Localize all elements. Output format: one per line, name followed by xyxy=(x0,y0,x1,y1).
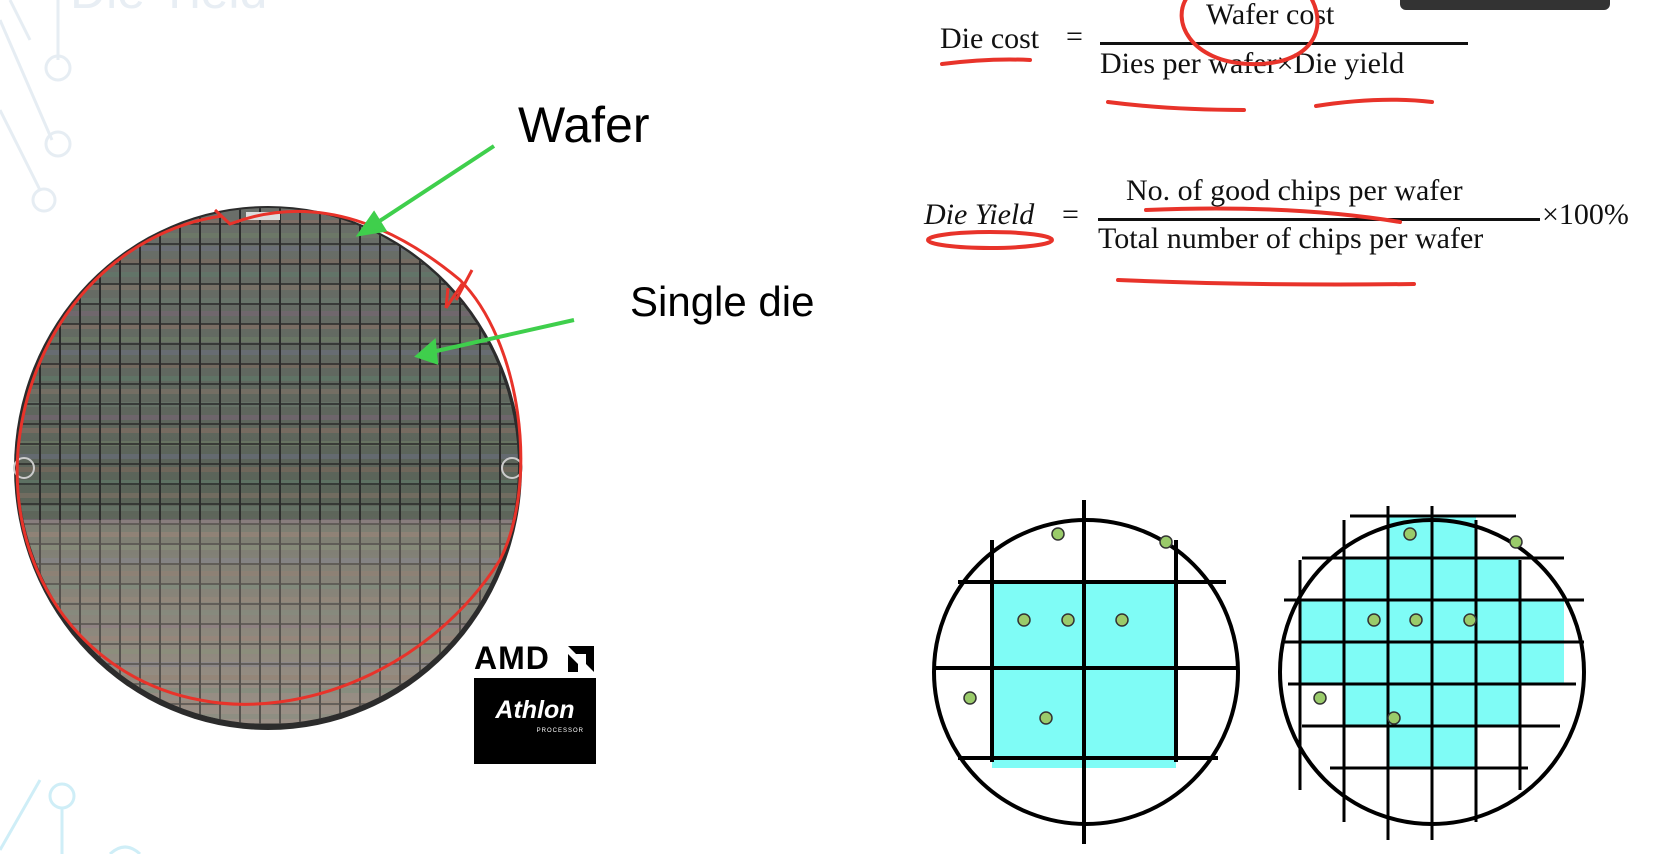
defect-dot xyxy=(1159,535,1173,549)
defect-dot xyxy=(1509,535,1523,549)
wafer-diagrams xyxy=(932,500,1586,844)
die-yield-equals: = xyxy=(1062,198,1079,231)
red-annotation-circle xyxy=(15,208,523,706)
good-die-cell xyxy=(1476,684,1520,726)
athlon-text: Athlon xyxy=(495,696,575,724)
die-yield-numerator: No. of good chips per wafer xyxy=(1126,174,1463,207)
athlon-sub-text: PROCESSOR xyxy=(536,728,584,734)
defect-dot xyxy=(1403,527,1417,541)
die-yield-fraction-bar xyxy=(1098,218,1540,221)
defect-dot xyxy=(1313,691,1327,705)
good-die-cell xyxy=(1344,684,1388,726)
defect-dot xyxy=(1387,711,1401,725)
good-die-cell xyxy=(1520,600,1564,642)
wafer-photo xyxy=(13,206,523,730)
good-die-cell xyxy=(1476,600,1520,642)
amd-brand-text: AMD xyxy=(474,640,550,676)
defect-dot xyxy=(1409,613,1423,627)
good-die-cell xyxy=(1344,558,1388,600)
defect-dot xyxy=(1017,613,1031,627)
die-yield-multiplier: ×100% xyxy=(1542,198,1629,231)
good-die-cell xyxy=(1388,726,1432,768)
good-die-cell xyxy=(1300,600,1344,642)
single-die-label: Single die xyxy=(630,278,815,325)
defect-dot xyxy=(1051,527,1065,541)
slide-title-partial: Die Yield xyxy=(70,0,267,20)
good-die-cell xyxy=(1300,642,1344,684)
good-die-cell xyxy=(1344,600,1388,642)
defect-dot xyxy=(1115,613,1129,627)
good-die-cell xyxy=(1388,558,1432,600)
good-die-cell xyxy=(1432,684,1476,726)
good-die-cell xyxy=(1476,558,1520,600)
die-cost-fraction-bar xyxy=(1100,42,1468,45)
amd-athlon-logo: AMD Athlon PROCESSOR xyxy=(474,640,596,764)
defect-dot xyxy=(1039,711,1053,725)
die-yield-denominator: Total number of chips per wafer xyxy=(1098,222,1484,255)
defect-dot xyxy=(1061,613,1075,627)
wafer-arrow xyxy=(370,144,496,228)
good-die-cell xyxy=(1432,642,1476,684)
die-cost-equals: = xyxy=(1066,20,1083,53)
good-die-cell xyxy=(1432,726,1476,768)
amd-arrow-icon xyxy=(568,646,594,672)
good-die-cell xyxy=(1388,642,1432,684)
defect-dot xyxy=(1367,613,1381,627)
die-arrow xyxy=(431,318,575,354)
athlon-badge: Athlon PROCESSOR xyxy=(474,678,596,764)
good-die-cell xyxy=(1344,642,1388,684)
defect-dot xyxy=(963,691,977,705)
good-die-cell xyxy=(1476,642,1520,684)
die-yield-lhs: Die Yield xyxy=(924,198,1035,231)
window-tab-edge xyxy=(1400,0,1610,10)
good-die-cell xyxy=(1520,642,1564,684)
wafer-label: Wafer xyxy=(518,97,650,153)
die-cost-lhs: Die cost xyxy=(940,22,1040,55)
good-die-cell xyxy=(1432,558,1476,600)
defect-dot xyxy=(1463,613,1477,627)
